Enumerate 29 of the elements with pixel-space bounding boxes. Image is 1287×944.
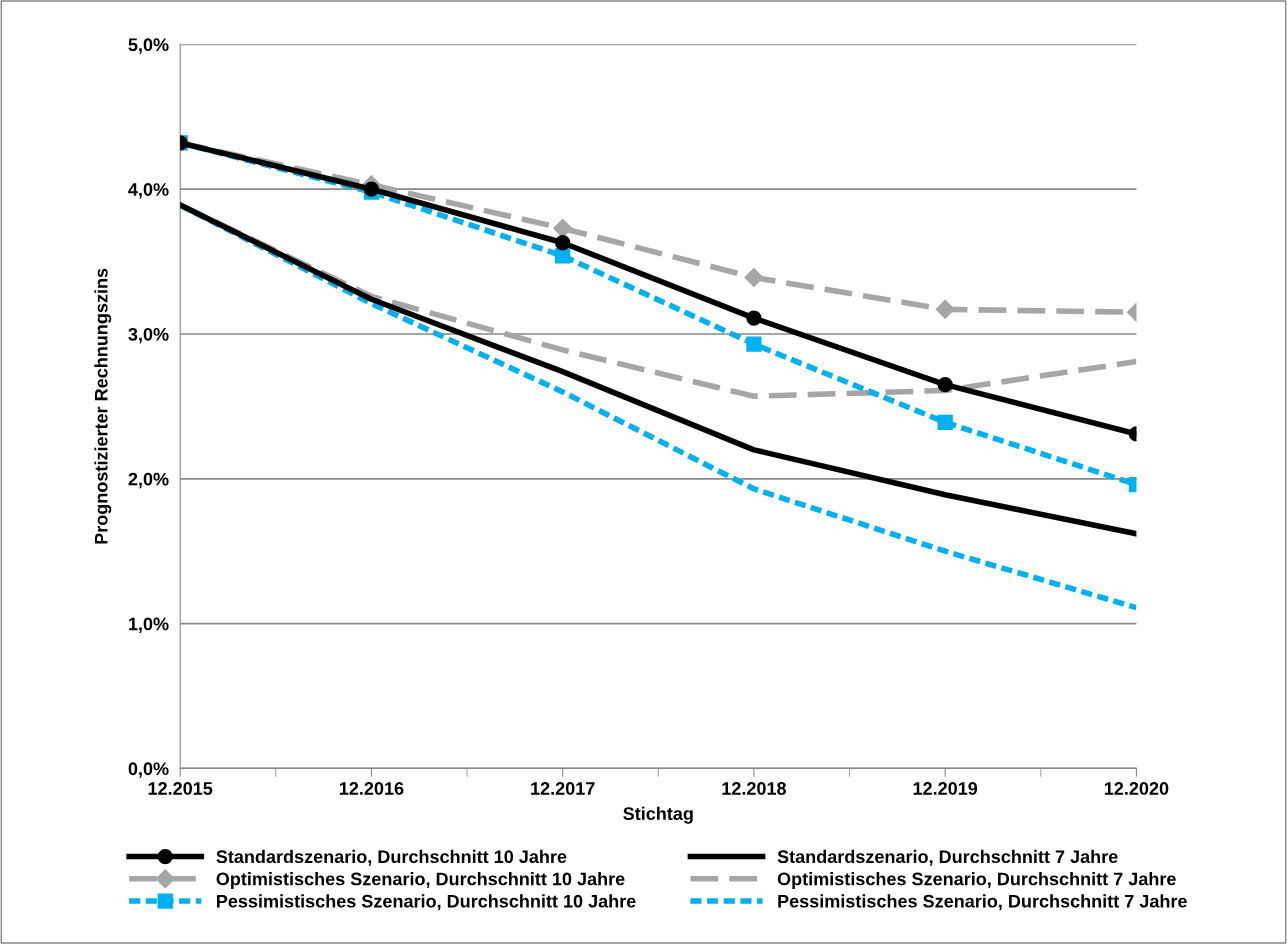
y-tick-label: 4,0% (128, 183, 169, 199)
point (555, 248, 571, 264)
y-tick-label: 1,0% (129, 617, 169, 633)
x-axis-title: Stichtag (623, 806, 693, 824)
point (937, 414, 953, 430)
legend-label: Pessimistisches Szenario, Durchschnitt 10 Jahre (217, 894, 636, 911)
y-tick-label: 3,0% (128, 327, 169, 344)
point (744, 267, 764, 288)
y-tick-label: 5,0% (128, 38, 169, 54)
legend-label: Standardszenario, Durchschnitt 7 Jahre (777, 849, 1118, 866)
x-tick-label: 12.2016 (339, 782, 404, 795)
x-tick-label: 12.2018 (722, 782, 787, 795)
legend-label: Optimistisches Szenario, Durchschnitt 10 Jahre (216, 872, 625, 889)
point (937, 377, 953, 393)
x-tick-label: 12.2020 (1104, 782, 1169, 795)
x-tick-label: 12.2019 (913, 782, 978, 795)
legend-label: Standardszenario, Durchschnitt 10 Jahre (216, 849, 567, 866)
point (935, 299, 955, 319)
point (553, 218, 573, 238)
legend-label: Pessimistisches Szenario, Durchschnitt 7 Jahre (778, 894, 1187, 911)
y-tick-label: 0,0% (128, 762, 169, 778)
y-axis-title: Prognostizierter Rechnungszins (94, 268, 112, 544)
y-tick-label: 2,0% (128, 472, 169, 489)
x-tick-label: 12.2017 (531, 782, 595, 795)
point (746, 310, 762, 326)
legend-label: Optimistisches Szenario, Durchschnitt 7 Jahre (777, 872, 1176, 889)
x-tick-label: 12.2015 (148, 782, 213, 795)
point (555, 235, 571, 251)
point (746, 336, 762, 352)
